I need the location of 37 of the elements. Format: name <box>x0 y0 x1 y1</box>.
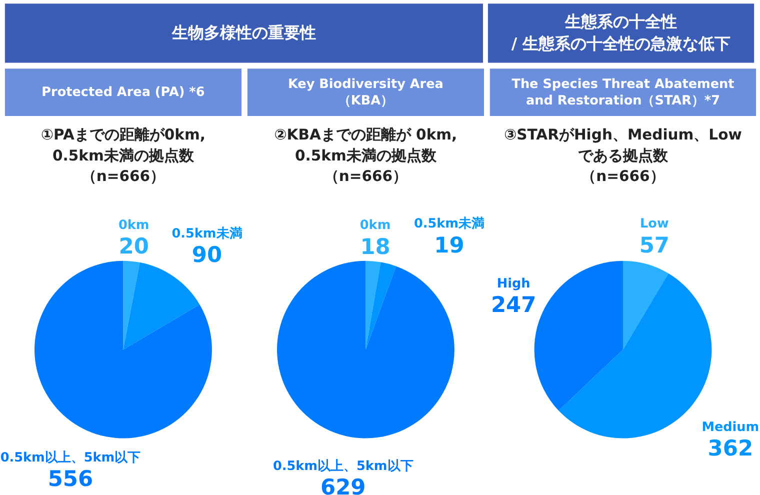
data-label: 362 <box>708 436 754 462</box>
pie-slice <box>34 260 212 438</box>
slice-label: 0km <box>118 218 150 234</box>
chart-title: The Species Threat Abatement and Restoration（STAR）*7 <box>512 76 734 109</box>
data-label: 18 <box>360 234 390 260</box>
pie-slice <box>534 260 623 411</box>
chart-title: Protected Area (PA) *6 <box>42 85 205 100</box>
text: 生物多様性の重要性 <box>170 23 316 42</box>
slice-label: 0.5km未満 <box>172 226 242 242</box>
data-label: 19 <box>434 233 464 258</box>
text: （n=666） <box>581 168 665 186</box>
pie-slice <box>366 260 381 350</box>
slice-label: Low <box>640 216 669 232</box>
chart-title: Key Biodiversity Area （KBA） <box>288 76 444 109</box>
text: 生態系の十全性 / 生態系の十全性の急激な低下 <box>511 12 731 53</box>
data-label: 556 <box>48 467 94 492</box>
pie-slice <box>622 260 668 350</box>
slice-label: Medium <box>702 420 760 435</box>
chart-subtitle: ③STARがHigh、Medium、Low である拠点数 <box>504 126 742 164</box>
data-label: 629 <box>320 475 366 495</box>
slice-label: 0.5km以上、5km以下 <box>0 450 141 466</box>
slice-label: 0km <box>360 218 391 234</box>
text: （n=666） <box>324 168 408 186</box>
slice-label: 0.5km以上、5km以下 <box>272 458 414 474</box>
pie-slice <box>123 262 200 350</box>
data-label: 247 <box>490 293 536 318</box>
slice-label: High <box>496 276 530 292</box>
data-label: 90 <box>192 243 222 268</box>
data-label: 20 <box>118 234 149 260</box>
chart-subtitle: ①PAまでの距離が0km, 0.5km未満の拠点数 <box>40 126 206 164</box>
pie-slice <box>123 260 140 350</box>
slice-label: 0.5km未満 <box>414 216 484 232</box>
data-label: 57 <box>639 233 670 258</box>
text: （n=666） <box>81 168 166 186</box>
chart-subtitle: ②KBAまでの距離が 0km, 0.5km未満の拠点数 <box>274 126 458 164</box>
pie-slice <box>366 262 396 350</box>
pie-slice <box>277 260 454 438</box>
